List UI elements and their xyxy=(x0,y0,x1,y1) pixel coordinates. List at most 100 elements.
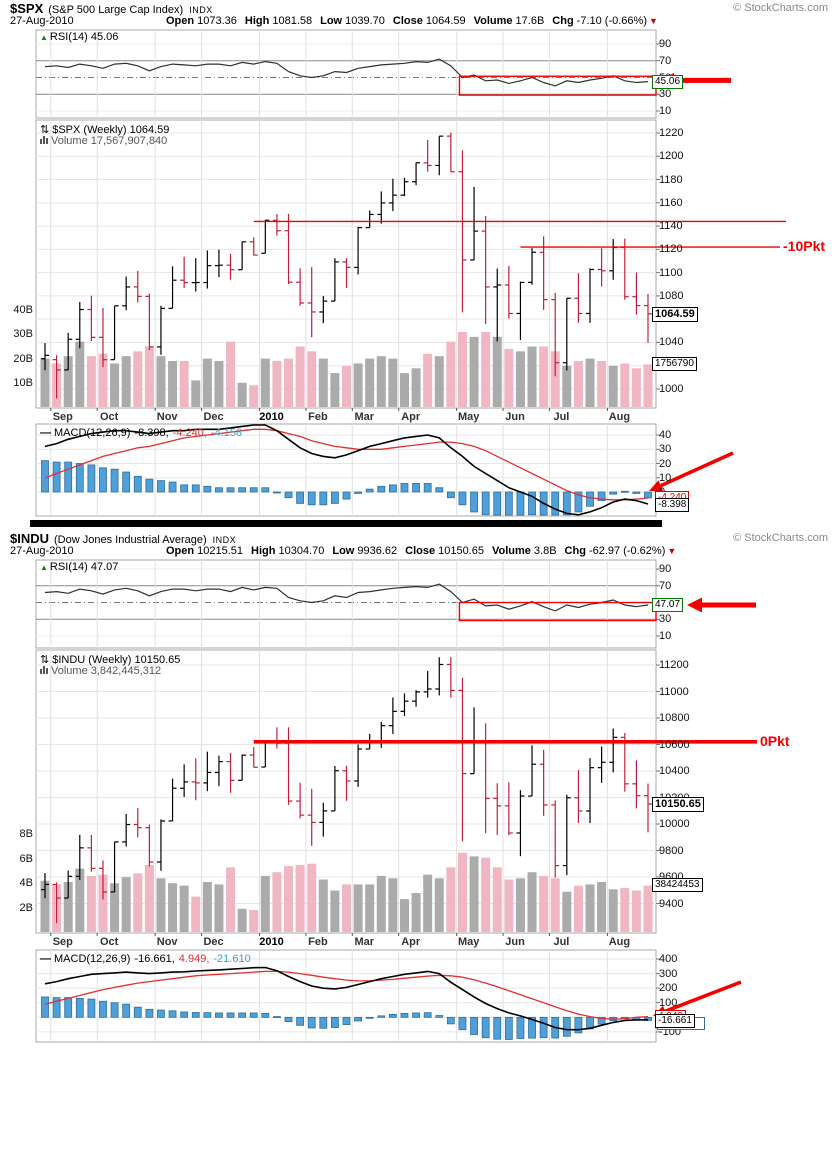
quote-field-value: 1039.70 xyxy=(345,15,385,27)
volume-axis-tick: 40B xyxy=(13,304,33,317)
indu-macd-signal-value: 4.949, xyxy=(178,953,210,965)
indu-rsi-legend-text: RSI(14) 47.07 xyxy=(49,561,119,573)
volume-axis-tick: 30B xyxy=(13,328,33,341)
macd-axis-tick: 100 xyxy=(659,996,678,1009)
spx-price-legend: ⇅ $SPX (Weekly) 1064.59 xyxy=(40,123,169,136)
rsi-axis-tick: 70 xyxy=(659,54,672,67)
spx-rsi-legend: ▲ RSI(14) 45.06 xyxy=(40,31,118,43)
spx-macd-legend: — MACD(12,26,9) -8.398, -4.240, -4.158 xyxy=(40,427,242,439)
x-axis-month-label: Jul xyxy=(553,936,570,948)
x-axis-month-label: Dec xyxy=(203,936,224,948)
x-axis-month-label: 2010 xyxy=(259,411,284,423)
spx-quote: Open 1073.36 High 1081.58 Low 1039.70 Close 106… xyxy=(158,15,658,27)
indu-rsi-legend: ▲ RSI(14) 47.07 xyxy=(40,561,118,573)
volume-axis-tick: 10B xyxy=(13,376,33,389)
volume-value-tag: 1756790 xyxy=(652,357,697,372)
x-axis-month-label: Feb xyxy=(308,936,328,948)
indu-price-legend: ⇅ $INDU (Weekly) 10150.65 xyxy=(40,653,180,666)
rsi-axis-tick: 70 xyxy=(659,579,672,592)
x-axis-month-label: Sep xyxy=(52,411,73,423)
close-price-tag: 1064.59 xyxy=(652,306,698,322)
x-axis-month-label: Apr xyxy=(401,411,421,423)
macd-line-icon: — xyxy=(40,427,51,439)
volume-axis-tick: 20B xyxy=(13,352,33,365)
x-axis-month-label: Nov xyxy=(156,411,178,423)
rsi-axis-tick: 30 xyxy=(659,88,672,101)
indu-macd-params: MACD(12,26,9) xyxy=(54,953,131,965)
indu-copyright-link[interactable]: © StockCharts.com xyxy=(733,532,828,544)
quote-field-label: High xyxy=(251,545,276,557)
macd-value-tag: -8.398 xyxy=(655,497,690,512)
rsi-axis-tick: 10 xyxy=(659,630,672,642)
spx-macd-value: -8.398, xyxy=(134,427,169,439)
macd-axis-tick: 40 xyxy=(659,429,672,441)
quote-field-value: 1073.36 xyxy=(197,15,237,27)
price-axis-tick: 9800 xyxy=(659,844,684,857)
volume-icon xyxy=(40,135,49,147)
volume-axis-tick: 4B xyxy=(19,877,33,890)
x-axis-month-label: Nov xyxy=(156,936,178,948)
price-axis-tick: 1160 xyxy=(659,196,683,209)
volume-axis-tick: 2B xyxy=(19,901,33,914)
indu-quote: Open 10215.51 High 10304.70 Low 9936.62 Close 1… xyxy=(158,545,676,557)
x-axis-month-label: Mar xyxy=(354,936,375,948)
indu-volume-legend-text: Volume 3,842,445,312 xyxy=(51,665,162,677)
rsi-axis-tick: 30 xyxy=(659,613,672,626)
price-axis-tick: 10000 xyxy=(659,818,690,830)
quote-field-label: Open xyxy=(166,15,195,27)
x-axis-month-label: Jun xyxy=(505,411,525,423)
spx-exchange: INDX xyxy=(189,5,213,15)
indu-header: $INDU (Dow Jones Industrial Average) INDX xyxy=(10,531,236,546)
quote-field-value: 3.8B xyxy=(533,545,557,557)
quote-field-value: 1064.59 xyxy=(425,15,466,27)
x-axis-month-label: Feb xyxy=(308,411,328,423)
rsi-icon: ▲ xyxy=(40,563,48,572)
rsi-value-tag: 45.06 xyxy=(652,74,684,89)
quote-field-label: Volume xyxy=(473,15,513,27)
x-axis-month-label: Aug xyxy=(608,411,631,423)
x-axis-month-label: Mar xyxy=(354,411,375,423)
x-axis-month-label: May xyxy=(457,411,480,423)
quote-field-value: 1081.58 xyxy=(272,15,313,27)
price-axis-tick: 9400 xyxy=(659,897,684,910)
price-axis-tick: 10600 xyxy=(659,738,690,751)
x-axis-month-label: May xyxy=(457,936,480,948)
quote-field-label: Low xyxy=(332,545,355,557)
price-axis-tick: 1000 xyxy=(659,382,684,395)
x-axis-month-label: Dec xyxy=(203,411,224,423)
macd-axis-tick: 300 xyxy=(659,967,678,980)
macd-axis-tick: 20 xyxy=(659,457,672,470)
rsi-icon: ▲ xyxy=(40,33,48,42)
rsi-axis-tick: 90 xyxy=(659,38,672,50)
macd-value-tag: -16.661 xyxy=(655,1013,695,1028)
indu-ticker-symbol: $INDU xyxy=(10,531,50,546)
quote-field-label: High xyxy=(244,15,270,27)
indu-date: 27-Aug-2010 xyxy=(10,545,74,557)
quote-field-value: 17.6B xyxy=(515,15,545,27)
spx-index-name: (S&P 500 Large Cap Index) xyxy=(48,4,184,16)
quote-field-value: -62.97 (-0.62%) xyxy=(588,545,666,557)
price-axis-tick: 1200 xyxy=(659,150,684,163)
spx-ticker-symbol: $SPX xyxy=(10,1,44,16)
x-axis-month-label: Jun xyxy=(505,936,525,948)
quote-field-label: Close xyxy=(392,15,423,27)
spx-date: 27-Aug-2010 xyxy=(10,15,74,27)
spx-macd-signal-value: -4.240, xyxy=(172,427,207,439)
macd-axis-tick: 30 xyxy=(659,443,672,456)
volume-axis-tick: 6B xyxy=(19,852,33,865)
spx-copyright-link[interactable]: © StockCharts.com xyxy=(733,2,828,14)
quote-field-label: Close xyxy=(405,545,436,557)
spx-macd-params: MACD(12,26,9) xyxy=(54,427,131,439)
x-axis-month-label: Sep xyxy=(52,936,73,948)
price-axis-tick: 1100 xyxy=(659,266,683,279)
spx-price-legend-text: $SPX (Weekly) 1064.59 xyxy=(52,124,170,136)
volume-axis-tick: 8B xyxy=(19,828,33,841)
indu-macd-hist-value: -21.610 xyxy=(213,953,251,965)
spx-macd-hist-value: -4.158 xyxy=(210,427,243,439)
rsi-value-tag: 47.07 xyxy=(652,597,684,612)
indu-macd-value: -16.661, xyxy=(134,953,175,965)
quote-field-value: 9936.62 xyxy=(357,545,398,557)
indu-macd-legend: — MACD(12,26,9) -16.661, 4.949, -21.610 xyxy=(40,953,251,965)
price-axis-tick: 1040 xyxy=(659,336,684,349)
